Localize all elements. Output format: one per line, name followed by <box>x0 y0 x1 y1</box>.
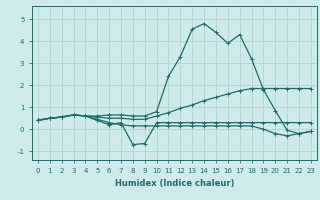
X-axis label: Humidex (Indice chaleur): Humidex (Indice chaleur) <box>115 179 234 188</box>
